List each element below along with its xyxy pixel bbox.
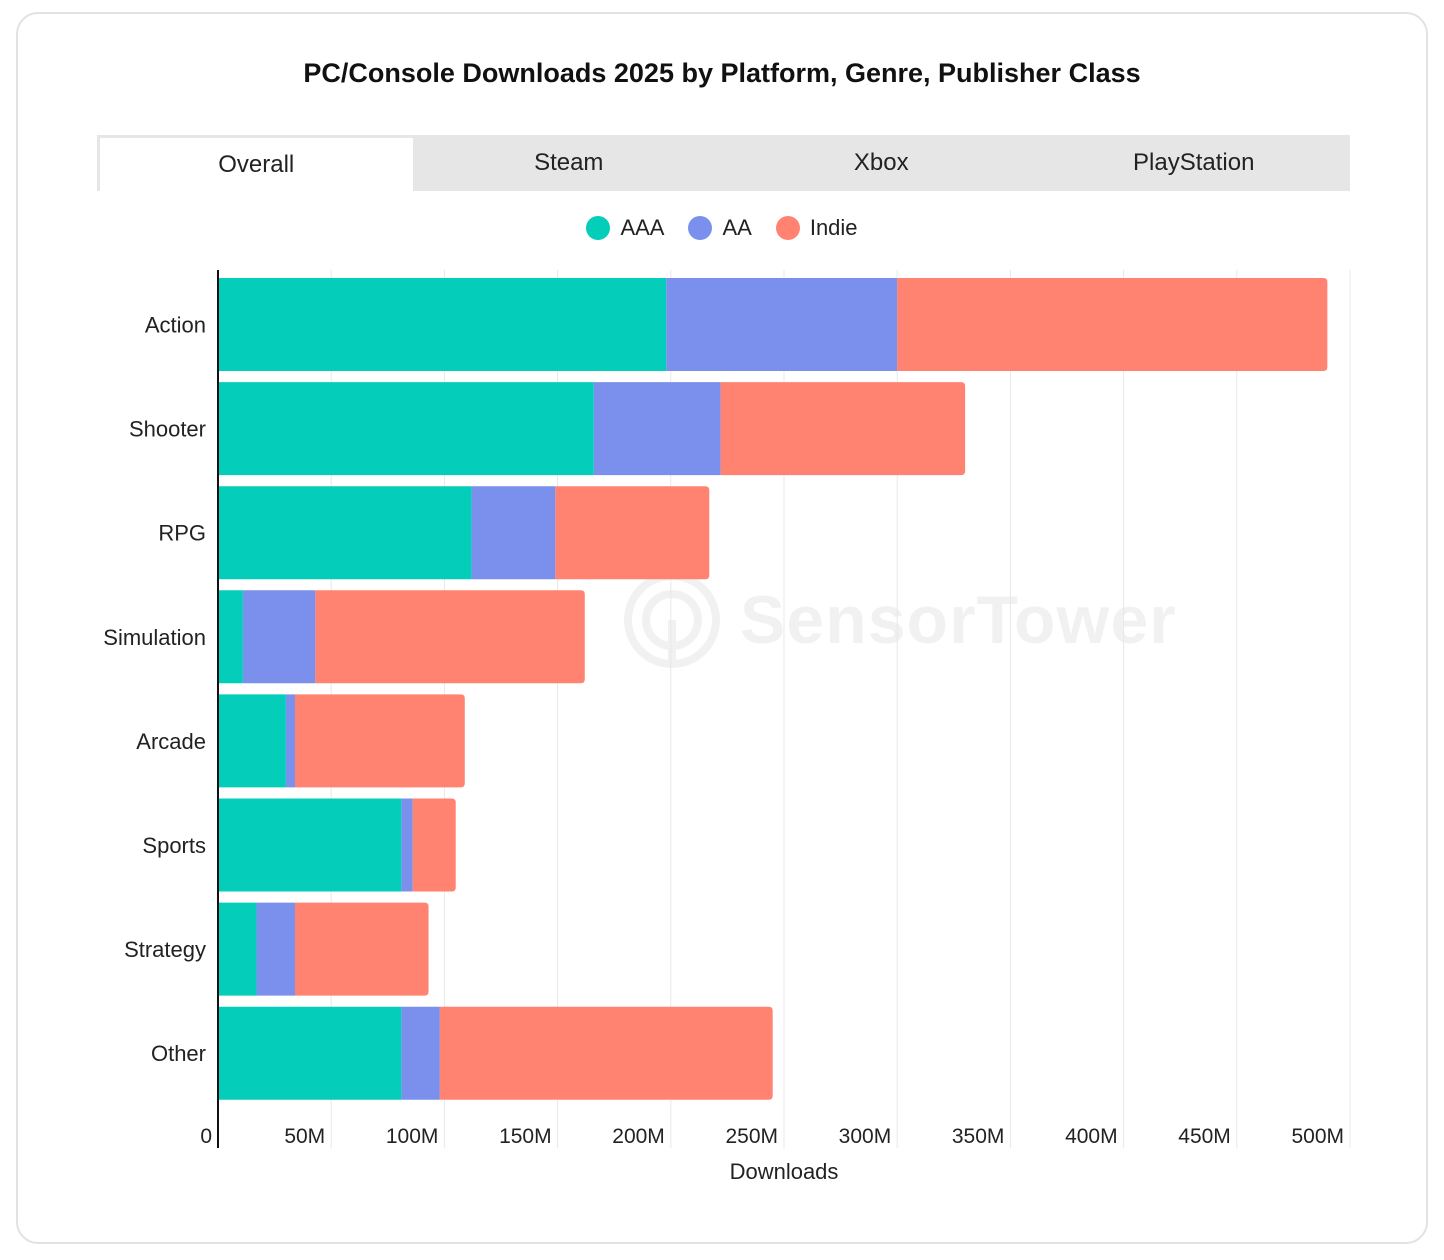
tab-overall[interactable]: Overall <box>97 135 413 191</box>
bar-indie-shooter[interactable] <box>720 382 966 476</box>
bar-aa-action[interactable] <box>666 278 898 371</box>
bar-indie-strategy[interactable] <box>294 902 429 996</box>
x-axis-title: Downloads <box>730 1159 839 1184</box>
x-tick-label: 50M <box>284 1125 325 1148</box>
legend-label-indie: Indie <box>809 215 858 240</box>
bar-aaa-sports[interactable] <box>218 798 402 892</box>
y-tick-label: Sports <box>142 833 206 858</box>
legend-item-aaa[interactable]: AAA <box>586 215 664 241</box>
legend-item-indie[interactable]: Indie <box>775 215 858 241</box>
x-tick-label: 500M <box>1291 1125 1344 1148</box>
tab-playstation[interactable]: PlayStation <box>1133 149 1255 176</box>
y-tick-label: Shooter <box>129 417 206 442</box>
x-tick-label: 0 <box>200 1125 212 1148</box>
chart-title: PC/Console Downloads 2025 by Platform, G… <box>303 58 1141 88</box>
bar-indie-action[interactable] <box>897 278 1328 371</box>
x-tick-label: 300M <box>839 1125 892 1148</box>
bar-aaa-simulation[interactable] <box>218 590 243 684</box>
y-tick-label: Simulation <box>103 625 206 650</box>
bar-indie-simulation[interactable] <box>315 590 585 684</box>
x-tick-label: 150M <box>499 1125 552 1148</box>
x-tick-label: 100M <box>386 1125 439 1148</box>
y-tick-label: Arcade <box>136 729 206 754</box>
bar-indie-sports[interactable] <box>412 798 456 892</box>
y-tick-label: Action <box>145 313 206 338</box>
y-tick-label: Other <box>151 1041 206 1066</box>
legend-swatch-indie <box>775 216 800 240</box>
bar-aaa-shooter[interactable] <box>218 382 594 476</box>
bar-indie-other[interactable] <box>439 1006 773 1100</box>
tab-steam[interactable]: Steam <box>534 149 604 176</box>
legend-item-aa[interactable]: AA <box>688 215 752 241</box>
bar-aa-strategy[interactable] <box>256 902 295 996</box>
bar-aa-simulation[interactable] <box>242 590 316 684</box>
bar-aa-shooter[interactable] <box>593 382 721 476</box>
bar-aa-rpg[interactable] <box>471 486 556 580</box>
legend-swatch-aa <box>688 216 713 240</box>
tab-xbox[interactable]: Xbox <box>853 149 909 176</box>
bar-aa-sports[interactable] <box>401 798 413 892</box>
y-tick-label: Strategy <box>124 937 206 962</box>
bar-aaa-action[interactable] <box>218 278 667 371</box>
bar-aaa-other[interactable] <box>218 1006 402 1100</box>
bar-aaa-strategy[interactable] <box>218 902 257 996</box>
x-tick-label: 250M <box>725 1125 778 1148</box>
platform-tabs: Overall Steam Xbox PlayStation <box>97 135 1350 191</box>
bar-aa-arcade[interactable] <box>285 694 295 788</box>
x-tick-label: 200M <box>612 1125 665 1148</box>
x-tick-label: 400M <box>1065 1125 1118 1148</box>
bar-aa-other[interactable] <box>401 1006 440 1100</box>
legend-label-aaa: AAA <box>620 215 665 240</box>
x-tick-label: 350M <box>952 1125 1005 1148</box>
y-tick-label: RPG <box>158 521 206 546</box>
legend-swatch-aaa <box>586 216 611 240</box>
legend-label-aa: AA <box>722 215 752 240</box>
bar-aaa-arcade[interactable] <box>218 694 286 788</box>
x-tick-label: 450M <box>1178 1125 1231 1148</box>
bar-indie-rpg[interactable] <box>555 486 710 580</box>
bar-indie-arcade[interactable] <box>294 694 465 788</box>
bar-aaa-rpg[interactable] <box>218 486 472 580</box>
chart-legend: AAA AA Indie <box>0 215 1444 241</box>
